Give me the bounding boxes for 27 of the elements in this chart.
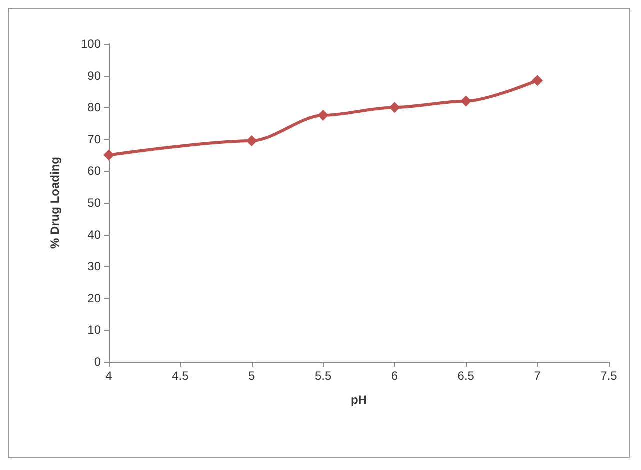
x-axis-title: pH [351,393,367,407]
y-tick-label: 0 [94,355,102,369]
point [532,75,544,86]
x-tick-label: 7.5 [600,369,618,383]
y-tick-label: 90 [88,68,102,83]
x-tick-label: 4 [106,369,113,383]
x-tick-label: 4.5 [172,369,190,383]
point [389,102,400,114]
y-tick-label: 100 [80,37,102,51]
y-tick-label: 80 [88,100,102,115]
x-tick-label: 5.5 [314,369,332,383]
y-axis-title: % Drug Loading [48,157,62,249]
y-tick-label: 50 [88,196,102,210]
y-tick-label: 60 [88,164,102,178]
y-tick-label: 70 [88,132,102,146]
y-tick-label: 30 [88,260,102,274]
point [104,150,114,161]
y-tick-label: 40 [88,228,102,242]
y-tick-label: 10 [88,323,102,338]
point [318,110,329,122]
x-tick-label: 5 [248,369,256,383]
point [246,135,258,146]
y-tick-label: 20 [88,291,102,306]
x-tick-label: 7 [534,369,542,383]
point [460,96,472,107]
x-tick-label: 6.5 [458,369,475,383]
x-tick-label: 6 [391,369,398,383]
